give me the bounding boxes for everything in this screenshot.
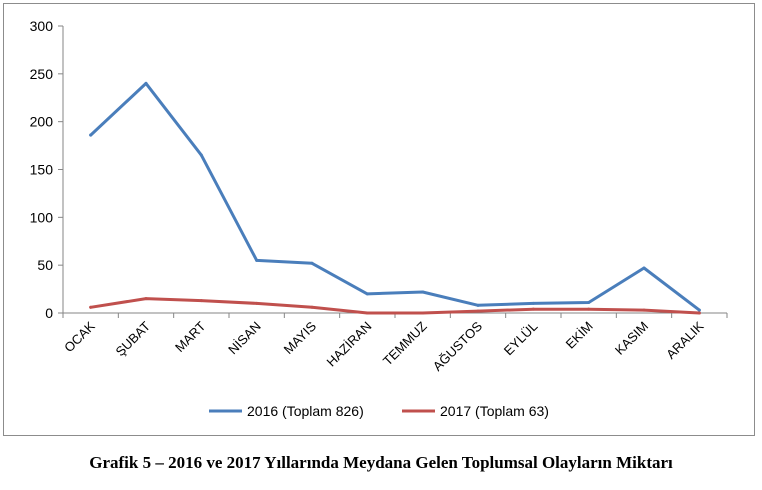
data-point-series-1 [531, 301, 535, 305]
data-point-series-1 [255, 258, 259, 262]
y-tick-label: 250 [30, 66, 54, 82]
data-point-series-2 [587, 307, 591, 311]
data-point-series-2 [89, 305, 93, 309]
data-point-series-1 [89, 133, 93, 137]
data-point-series-2 [531, 307, 535, 311]
data-point-series-2 [144, 297, 148, 301]
data-point-series-1 [697, 308, 701, 312]
data-point-series-1 [365, 292, 369, 296]
y-tick-label: 50 [37, 257, 53, 273]
data-point-series-2 [365, 311, 369, 315]
data-point-series-1 [144, 81, 148, 85]
chart-frame: 0 50 100 150 200 250 300 OCAK ŞUBAT MART NİSAN MAYI… [3, 3, 755, 436]
series-line-1 [89, 81, 701, 312]
x-tick-label: ARALIK [663, 318, 707, 362]
line-chart: 0 50 100 150 200 250 300 OCAK ŞUBAT MART NİSAN MAYI… [30, 18, 728, 419]
x-tick-label: EKİM [563, 319, 596, 352]
x-tick-label: MAYIS [281, 318, 320, 357]
x-tick-label: TEMMUZ [380, 318, 430, 368]
y-tick-label: 150 [30, 162, 54, 178]
data-point-series-2 [642, 308, 646, 312]
data-point-series-1 [642, 266, 646, 270]
x-tick-label: AĞUSTOS [430, 318, 486, 374]
legend-label-2: 2017 (Toplam 63) [440, 403, 549, 419]
data-point-series-1 [421, 290, 425, 294]
data-point-series-2 [310, 305, 314, 309]
data-point-series-2 [199, 299, 203, 303]
y-tick-label: 200 [30, 114, 54, 130]
y-tick-label: 100 [30, 209, 54, 225]
x-tick-label: HAZİRAN [323, 319, 374, 370]
figure-caption: Grafik 5 – 2016 ve 2017 Yıllarında Meyda… [89, 453, 673, 472]
x-tick-label: ŞUBAT [113, 318, 154, 359]
x-tick-label: KASIM [612, 319, 651, 358]
data-point-series-1 [587, 300, 591, 304]
data-point-series-2 [476, 309, 480, 313]
y-tick-label: 300 [30, 18, 54, 34]
x-tick-label: EYLÜL [501, 319, 541, 359]
data-point-series-2 [697, 311, 701, 315]
x-tick-label: OCAK [61, 318, 98, 355]
series-line-2 [89, 297, 701, 315]
x-tick-label: NİSAN [225, 319, 264, 358]
data-point-series-1 [310, 261, 314, 265]
x-tick-label: MART [172, 318, 209, 355]
y-tick-label: 0 [45, 305, 53, 321]
data-point-series-2 [255, 301, 259, 305]
data-point-series-2 [421, 311, 425, 315]
data-point-series-1 [476, 303, 480, 307]
data-point-series-1 [199, 153, 203, 157]
legend-label-1: 2016 (Toplam 826) [247, 403, 364, 419]
